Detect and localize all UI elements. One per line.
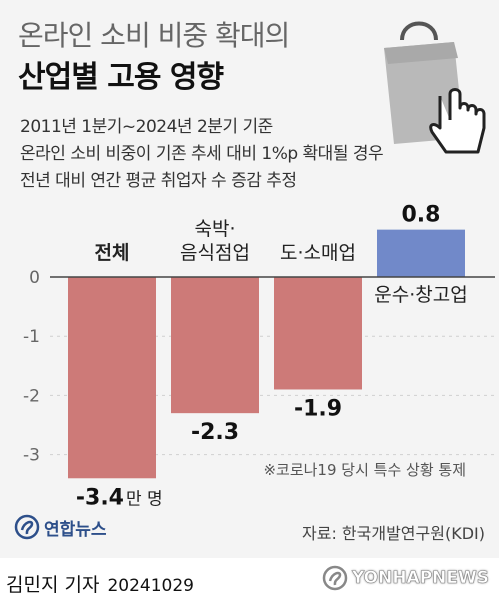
subtitle-measure: 전년 대비 연간 평균 취업자 수 증감 추정 [20,171,297,191]
shopping-bag-pointer-icon [384,21,486,154]
y-tick-label: -2 [23,386,40,406]
yonhap-logo-icon [14,514,40,540]
watermark-text: YONHAPNEWS [351,568,490,589]
value-label: -3.4 [76,485,124,510]
chart-annotation: ※코로나19 당시 특수 상황 통제 [263,461,466,479]
value-label: 0.8 [402,203,441,228]
author-name: 김민지 기자 [6,574,100,596]
yonhap-news-watermark-icon [322,565,348,591]
title-line-1: 온라인 소비 비중 확대의 [18,19,290,52]
category-label: 전체 [95,242,130,264]
unit-label: 만 명 [126,489,163,509]
bar [68,277,156,479]
logo-text: 연합뉴스 [44,519,107,540]
y-tick-label: -1 [23,327,40,347]
title-line-2: 산업별 고용 영향 [18,60,224,95]
y-tick-label: -3 [23,446,40,466]
publish-date: 20241029 [107,576,194,596]
bar [274,277,362,390]
byline: 김민지 기자 20241029 [6,570,194,597]
category-label: 음식점업 [180,242,250,264]
category-label: 도·소매업 [280,242,356,264]
value-label: -1.9 [294,396,342,421]
source-label: 자료: 한국개발연구원(KDI) [302,524,485,543]
subtitle-period: 2011년 1분기~2024년 2분기 기준 [20,117,273,137]
category-label: 숙박· [195,218,236,240]
yonhap-logo: 연합뉴스 [14,514,107,540]
subtitle-condition: 온라인 소비 비중이 기존 추세 대비 1%p 확대될 경우 [20,144,384,164]
bar [171,277,259,414]
category-label: 운수·창고업 [374,284,467,306]
yonhap-news-watermark: YONHAPNEWS [322,565,489,591]
bar [377,229,465,277]
value-label: -2.3 [191,420,239,445]
y-tick-label: 0 [29,268,40,288]
